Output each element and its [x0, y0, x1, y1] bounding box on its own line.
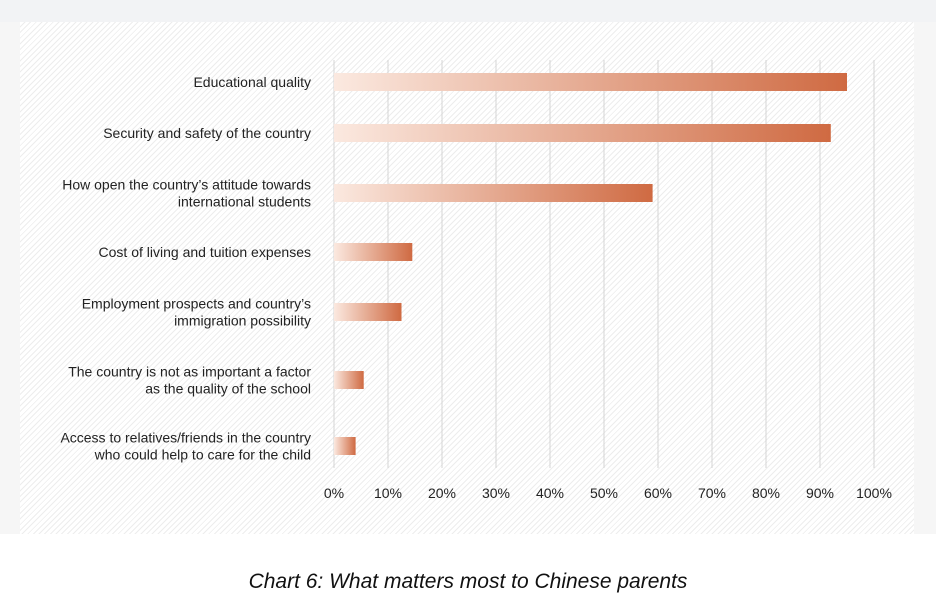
category-label: Access to relatives/friends in the count… [60, 430, 311, 463]
category-label-line: How open the country’s attitude towards [62, 177, 311, 193]
bar [334, 243, 413, 261]
x-axis-ticks: 0% 10% 20% 30% 40% 50% 60% 70% 80% 90% 100% [324, 485, 892, 501]
category-label: Cost of living and tuition expenses [99, 244, 311, 260]
category-label-line: Cost of living and tuition expenses [99, 244, 311, 260]
top-band [0, 0, 936, 22]
chart-panel [20, 22, 914, 534]
bar [334, 73, 847, 91]
x-tick-label: 10% [374, 485, 402, 501]
x-tick-label: 50% [590, 485, 618, 501]
bar [334, 303, 402, 321]
category-label-line: Employment prospects and country’s [82, 296, 311, 312]
x-tick-label: 0% [324, 485, 344, 501]
x-tick-label: 30% [482, 485, 510, 501]
x-tick-label: 70% [698, 485, 726, 501]
category-label: Employment prospects and country’s immigr… [82, 296, 311, 329]
x-tick-label: 100% [856, 485, 892, 501]
category-label-line: The country is not as important a factor [68, 364, 311, 380]
bar [334, 371, 364, 389]
category-label: How open the country’s attitude towards i… [62, 177, 311, 210]
category-label: Educational quality [193, 74, 311, 90]
category-labels: Educational quality Security and safety o… [60, 74, 311, 463]
category-label-line: Security and safety of the country [103, 125, 311, 141]
category-label: Security and safety of the country [103, 125, 311, 141]
bars [334, 73, 847, 455]
category-label-line: international students [178, 194, 311, 210]
caption-area [0, 534, 936, 616]
chart-caption: Chart 6: What matters most to Chinese pa… [248, 570, 688, 593]
category-label-line: Access to relatives/friends in the count… [60, 430, 311, 446]
x-tick-label: 60% [644, 485, 672, 501]
bar [334, 437, 356, 455]
category-label: The country is not as important a factor… [68, 364, 311, 397]
x-tick-label: 80% [752, 485, 780, 501]
category-label-line: as the quality of the school [145, 381, 311, 397]
category-label-line: who could help to care for the child [94, 447, 311, 463]
x-tick-label: 20% [428, 485, 456, 501]
bar [334, 124, 831, 142]
category-label-line: immigration possibility [174, 313, 311, 329]
grid-lines [333, 60, 875, 468]
x-tick-label: 90% [806, 485, 834, 501]
bar [334, 184, 653, 202]
category-label-line: Educational quality [193, 74, 311, 90]
x-tick-label: 40% [536, 485, 564, 501]
